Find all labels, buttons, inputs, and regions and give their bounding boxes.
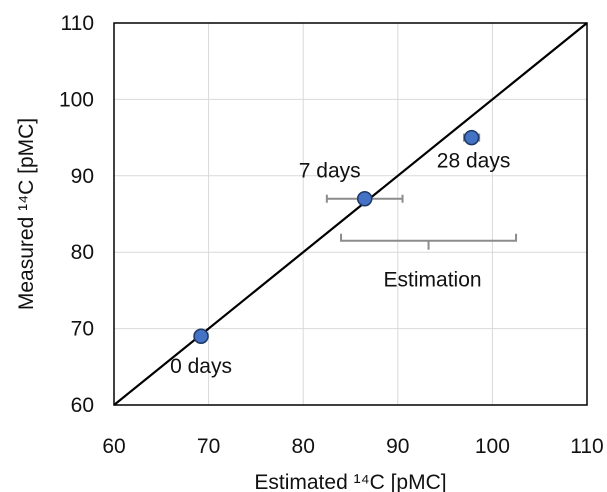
brace-0 (340, 233, 518, 250)
x-tick-label-60: 60 (102, 435, 125, 458)
y-tick-label-100: 100 (59, 88, 94, 111)
estimation-brace: Estimation (340, 233, 518, 292)
x-tick-labels: 60 70 80 90 100 110 (102, 435, 603, 458)
y-tick-label-80: 80 (71, 241, 94, 264)
data-point-2 (463, 129, 480, 146)
x-tick-label-90: 90 (386, 435, 409, 458)
y-tick-label-70: 70 (71, 318, 94, 341)
y-tick-labels: 60 70 80 90 100 110 (59, 12, 94, 417)
y-tick-label-60: 60 (71, 394, 94, 417)
data-point-1 (356, 190, 373, 207)
x-tick-label-70: 70 (197, 435, 220, 458)
point-label-0: 0 days (170, 355, 232, 378)
x-tick-label-100: 100 (475, 435, 510, 458)
y-tick-label-90: 90 (71, 165, 94, 188)
plot-frame (113, 22, 588, 406)
reference-line-y-equals-x (113, 22, 588, 406)
x-tick-label-80: 80 (292, 435, 315, 458)
x-tick-label-110: 110 (570, 435, 603, 458)
x-axis-title: Estimated ¹⁴C [pMC] (254, 471, 446, 492)
point-label-1: 7 days (299, 160, 361, 183)
y-axis-title: Measured ¹⁴C [pMC] (15, 118, 38, 310)
brace-label-0: Estimation (384, 269, 482, 292)
data-point-0 (193, 328, 209, 344)
point-labels: 0 days 7 days 28 days (170, 150, 510, 379)
reference-line-group (113, 22, 588, 406)
point-label-2: 28 days (437, 150, 511, 173)
data-points (193, 129, 480, 344)
y-tick-label-110: 110 (61, 12, 94, 35)
